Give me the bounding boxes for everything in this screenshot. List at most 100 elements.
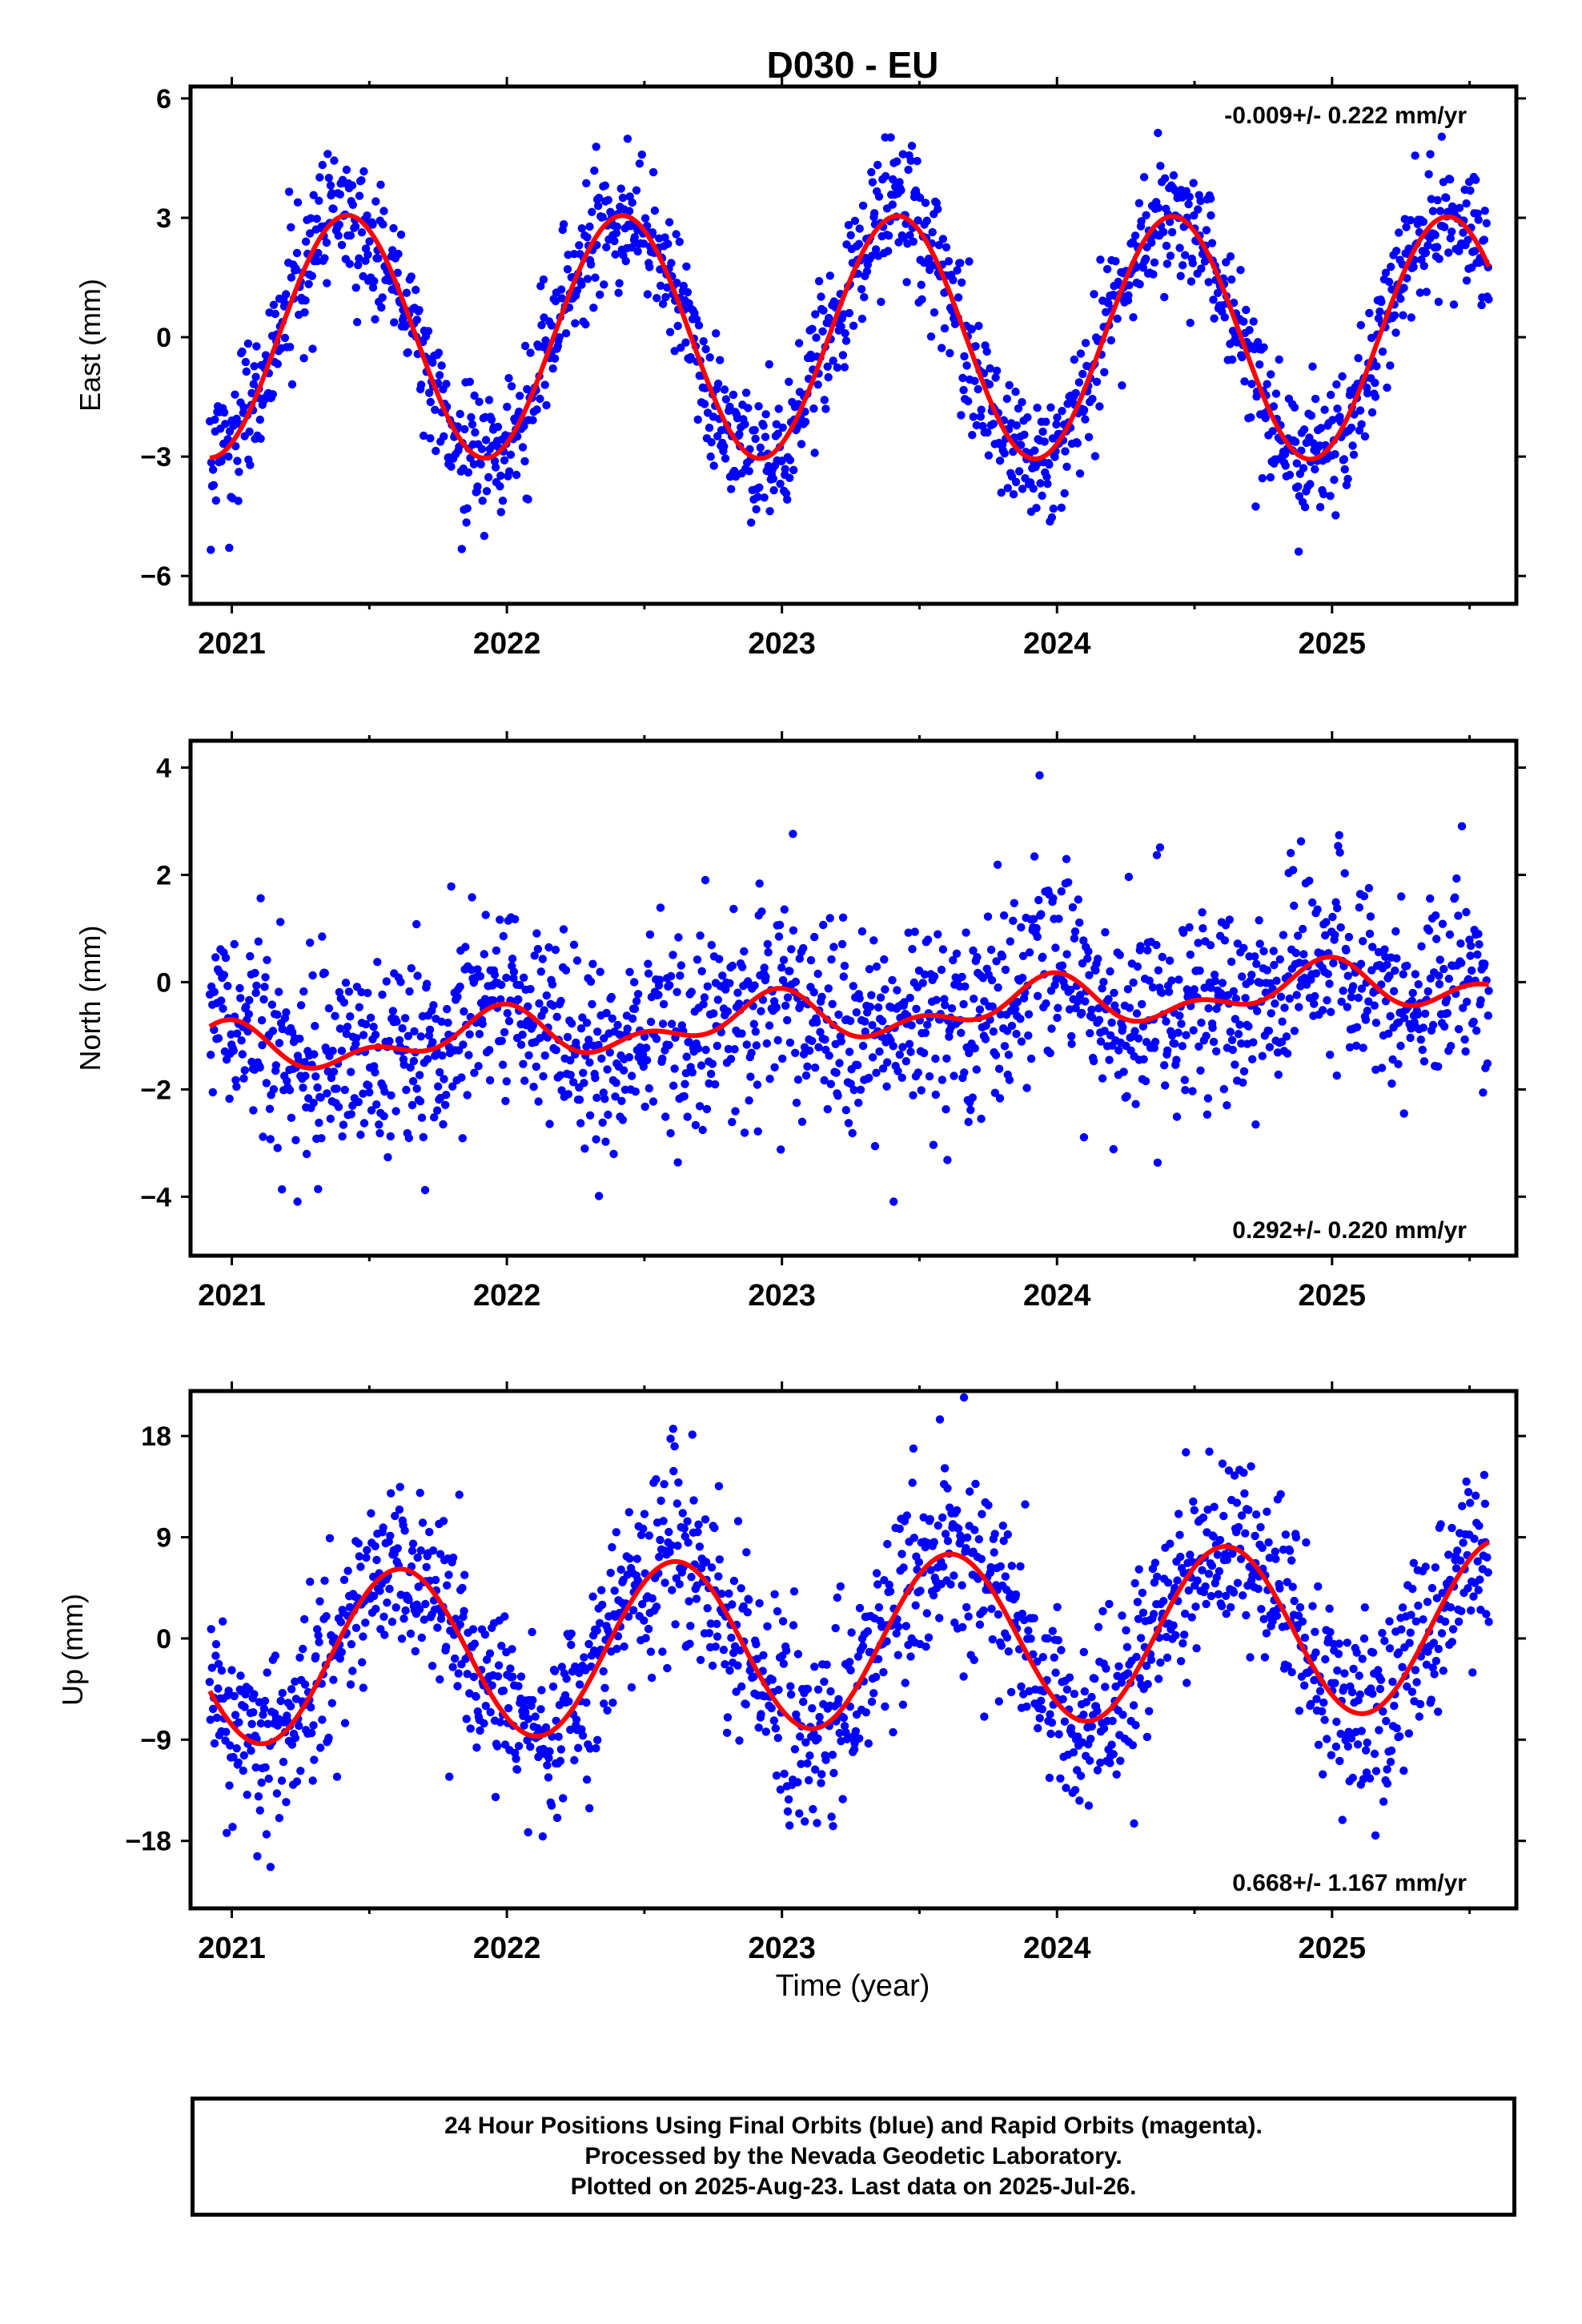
data-point [1357, 420, 1366, 428]
data-point [272, 1789, 282, 1798]
data-point [509, 967, 519, 976]
data-point [1175, 243, 1184, 252]
data-point [250, 1690, 259, 1699]
data-point [582, 1698, 591, 1707]
data-point [1482, 1610, 1491, 1618]
data-point [894, 1622, 903, 1631]
data-point [1061, 447, 1070, 456]
data-point [413, 1553, 422, 1562]
data-point [1356, 959, 1366, 968]
data-point [476, 971, 485, 981]
data-point [1323, 970, 1332, 979]
data-point [1431, 231, 1439, 239]
data-point [1210, 314, 1219, 323]
data-point [1012, 1029, 1021, 1039]
data-point [1423, 241, 1432, 250]
data-point [1189, 179, 1198, 187]
data-point [499, 931, 508, 941]
data-point [279, 1757, 288, 1767]
data-point [773, 1606, 782, 1616]
data-point [453, 1682, 462, 1691]
data-point [627, 1683, 636, 1692]
data-point [610, 1586, 619, 1595]
data-point [469, 1672, 479, 1682]
data-point [563, 1032, 572, 1042]
data-point [783, 993, 793, 1002]
data-point [1287, 849, 1295, 858]
data-point [785, 1038, 795, 1047]
data-point [1263, 966, 1272, 975]
data-point [1343, 1003, 1352, 1011]
data-point [790, 1745, 800, 1754]
data-point [1453, 1546, 1462, 1555]
data-point [728, 1600, 737, 1609]
data-point [1390, 1701, 1399, 1711]
data-point [491, 1792, 500, 1802]
data-point [1423, 987, 1433, 996]
data-point [829, 356, 837, 365]
data-point [1030, 852, 1039, 861]
data-point [627, 243, 636, 252]
data-point [512, 1755, 520, 1763]
data-point [1038, 491, 1046, 501]
data-point [833, 1092, 842, 1100]
scatter-points-up [205, 1393, 1493, 1872]
data-point [950, 1072, 958, 1080]
data-point [524, 495, 532, 504]
data-point [1128, 1741, 1138, 1750]
data-point [759, 421, 768, 430]
data-point [1271, 1554, 1280, 1563]
data-point [1160, 1061, 1169, 1070]
data-point [1435, 207, 1445, 215]
data-point [211, 1640, 221, 1649]
data-point [410, 1027, 419, 1036]
data-point [528, 416, 537, 424]
data-point [348, 200, 357, 209]
data-point [921, 1642, 930, 1651]
data-point [1016, 1562, 1025, 1571]
data-point [1054, 1003, 1062, 1012]
data-point [838, 351, 848, 360]
data-point [540, 380, 549, 389]
data-point [1206, 941, 1215, 950]
data-point [356, 1130, 365, 1140]
data-point [810, 448, 819, 457]
y-tick-label: 9 [156, 1523, 171, 1554]
data-point [478, 1019, 487, 1028]
data-point [1245, 326, 1254, 335]
data-point [917, 1086, 926, 1095]
data-point [873, 160, 882, 170]
data-point [1383, 960, 1391, 969]
data-point [564, 1697, 573, 1706]
data-point [620, 1642, 628, 1651]
data-point [821, 1755, 830, 1764]
data-point [1483, 1553, 1492, 1562]
data-point [645, 263, 654, 271]
data-point [1431, 911, 1440, 920]
data-point [1066, 985, 1075, 995]
data-point [922, 1609, 932, 1618]
data-point [365, 1088, 374, 1097]
data-point [245, 427, 254, 436]
data-point [1408, 988, 1417, 998]
x-tick-labels-up: 2021 2022 2023 2024 2025 [198, 1932, 1366, 1965]
data-point [1022, 1702, 1031, 1711]
data-point [1119, 1068, 1128, 1076]
data-point [1354, 993, 1363, 1003]
data-point [1347, 423, 1356, 432]
data-point [1258, 1543, 1267, 1553]
data-point [351, 222, 360, 231]
data-point [763, 1622, 772, 1631]
data-point [559, 219, 568, 229]
data-point [1100, 368, 1109, 376]
data-point [897, 186, 905, 195]
data-point [1294, 547, 1303, 556]
data-point [725, 402, 734, 412]
data-point [1178, 1638, 1187, 1648]
data-point [825, 271, 835, 280]
data-point [832, 1068, 841, 1077]
data-point [992, 957, 1001, 966]
data-point [950, 1571, 958, 1580]
data-point [816, 1027, 825, 1036]
